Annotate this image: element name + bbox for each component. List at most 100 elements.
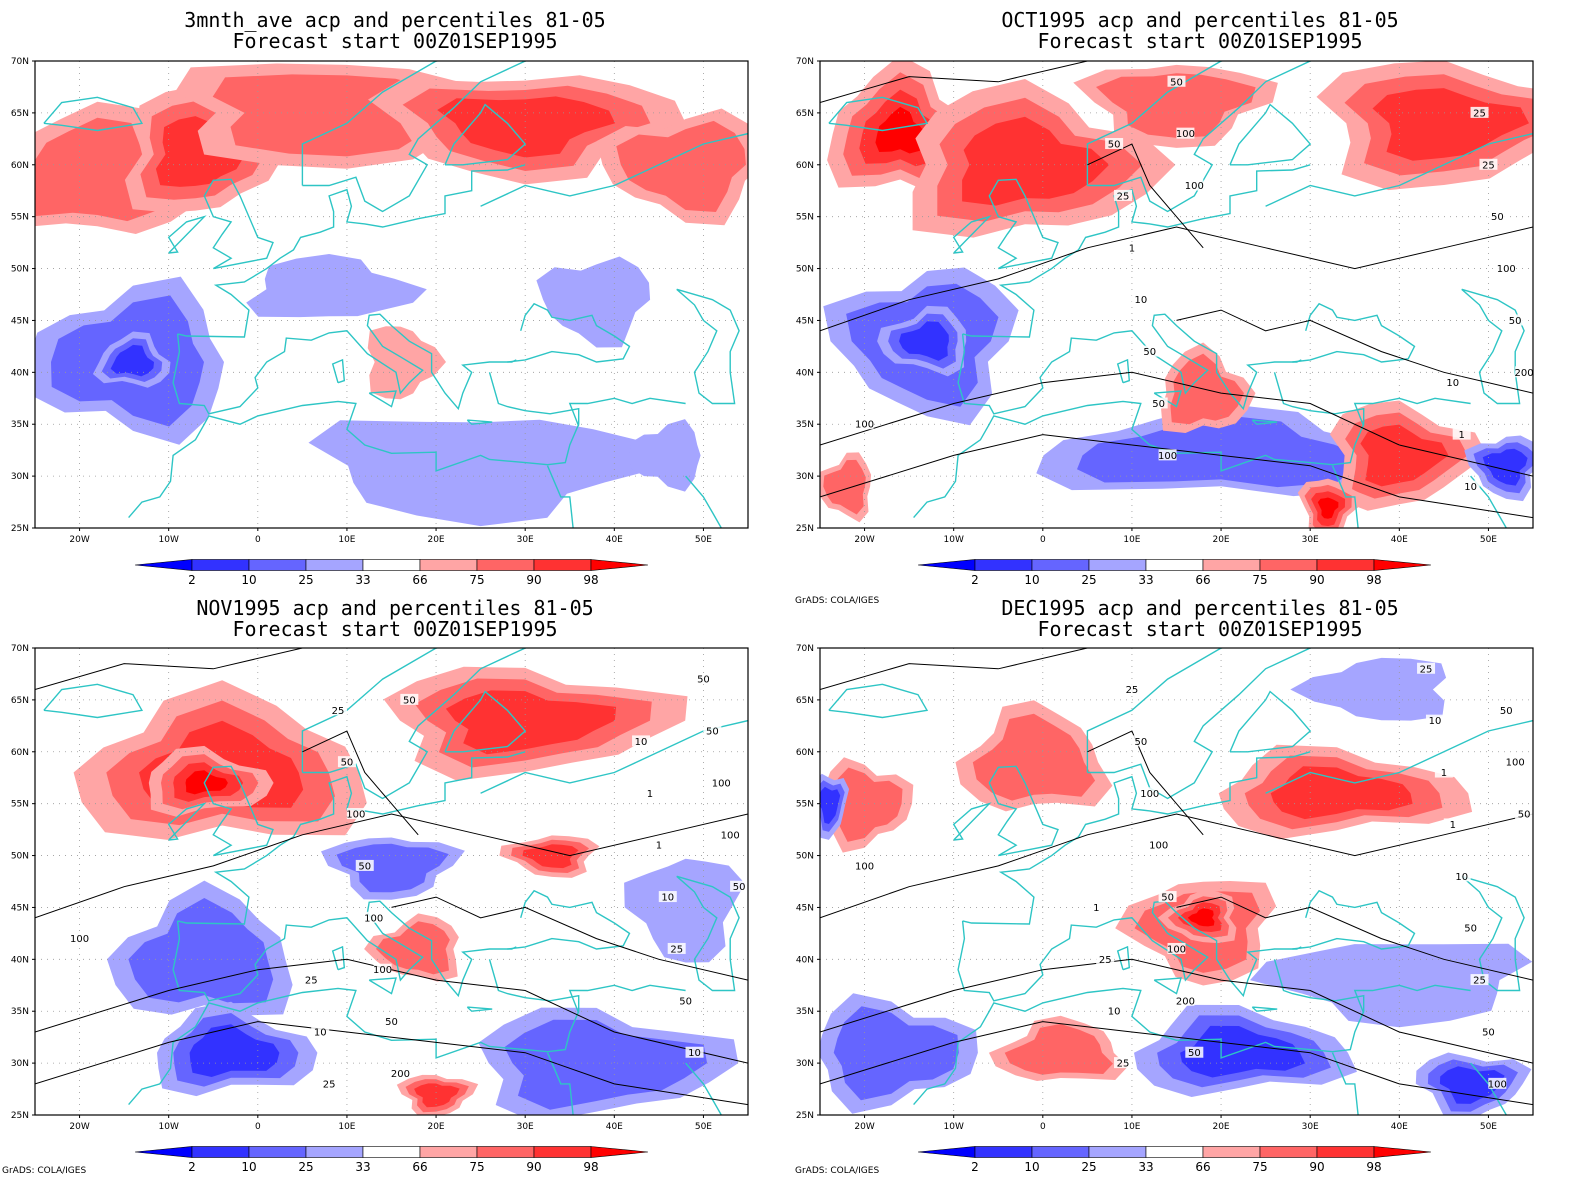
map-frame	[819, 647, 1534, 1116]
lat-tick-label: 65N	[11, 109, 29, 119]
lat-tick-label: 25N	[11, 524, 29, 534]
contour-label-bg	[1149, 839, 1168, 851]
anomaly-shade	[962, 116, 1110, 206]
lon-tick-label: 10E	[1123, 1122, 1140, 1132]
anomaly-shade	[616, 120, 746, 212]
contour-label: 50	[1108, 140, 1121, 151]
grads-credit: GrADS: COLA/IGES	[795, 1166, 880, 1176]
lat-tick-label: 55N	[11, 800, 29, 810]
lon-tick-label: 40E	[606, 535, 623, 545]
coastline	[1461, 288, 1525, 405]
contour-label: 25	[1420, 664, 1433, 675]
coastline	[177, 164, 526, 338]
contour-label: 50	[403, 695, 416, 706]
contour-label: 1	[1093, 903, 1099, 914]
contour-label-bg	[1131, 293, 1150, 305]
contour-label-bg	[1461, 922, 1480, 934]
colorbar-arrow-high	[590, 1146, 649, 1158]
lon-tick-label: 20E	[1212, 535, 1229, 545]
coastline	[568, 397, 686, 427]
coastline	[1116, 358, 1131, 384]
contour-line	[820, 226, 1533, 332]
contour-label-bg	[1488, 1077, 1507, 1089]
lon-tick-label: 50E	[1480, 1122, 1497, 1132]
contour-line	[302, 730, 419, 836]
contour-label-bg	[373, 963, 392, 975]
coastline	[952, 802, 992, 841]
contour-label-bg	[1131, 735, 1150, 747]
colorbar-arrow-high	[1373, 559, 1432, 571]
anomaly-shade	[875, 106, 926, 154]
contour-label: 1	[1450, 820, 1456, 831]
coastline	[962, 751, 1311, 925]
contour-label-bg	[1096, 953, 1115, 965]
contour-label-bg	[1122, 683, 1141, 695]
contour-label: 100	[1176, 129, 1195, 140]
colorbar-label: 66	[412, 573, 427, 587]
contour-label: 10	[1134, 295, 1147, 306]
lon-tick-label: 20W	[854, 1122, 874, 1132]
lon-tick-label: 20W	[69, 1122, 89, 1132]
colorbar-segment	[1202, 1146, 1261, 1158]
anomaly-shade	[376, 921, 450, 975]
colorbar-segment	[476, 559, 535, 571]
contour-label-bg	[1417, 662, 1436, 674]
colorbar-segment	[533, 1146, 592, 1158]
contour-label-bg	[391, 1067, 410, 1079]
coastline	[1461, 875, 1525, 992]
colorbar-label: 25	[298, 573, 313, 587]
anomaly-shade	[367, 326, 446, 400]
anomaly-shade	[1360, 424, 1449, 487]
colorbar-label: 10	[1024, 573, 1039, 587]
lat-tick-label: 40N	[11, 368, 29, 378]
coastline	[128, 959, 580, 1106]
coastline	[1292, 889, 1416, 950]
contour-label: 100	[1140, 789, 1159, 800]
contour-label-bg	[1158, 449, 1177, 461]
anomaly-shade	[522, 844, 579, 869]
contour-label: 10	[1455, 872, 1468, 883]
lon-tick-label: 10E	[1123, 535, 1140, 545]
contour-line	[35, 813, 748, 919]
lat-tick-label: 65N	[11, 696, 29, 706]
panel-title-line1: OCT1995 acp and percentiles 81-05	[1001, 8, 1399, 32]
colorbar-label: 66	[1195, 1160, 1210, 1174]
contour-label: 25	[323, 1079, 336, 1090]
colorbar-label: 90	[526, 573, 541, 587]
contour-line	[820, 813, 1533, 919]
contour-label: 50	[1518, 810, 1531, 821]
lon-tick-label: 50E	[695, 535, 712, 545]
lat-tick-label: 25N	[796, 524, 814, 534]
contour-label-bg	[1479, 1025, 1498, 1037]
contour-label-bg	[676, 994, 695, 1006]
lat-tick-label: 25N	[11, 1111, 29, 1121]
lon-tick-label: 20E	[427, 1122, 444, 1132]
lat-tick-label: 40N	[796, 368, 814, 378]
contour-label: 100	[1149, 841, 1168, 852]
contour-label: 50	[1134, 737, 1147, 748]
contour-label: 50	[1170, 77, 1183, 88]
panel-3mnth-ave: 3mnth_ave acp and percentiles 81-05 Fore…	[0, 0, 790, 590]
coastline	[988, 765, 1059, 857]
lon-tick-label: 10W	[944, 1122, 964, 1132]
contour-label-bg	[382, 1015, 401, 1027]
anomaly-shade	[110, 344, 154, 377]
contour-label-bg	[1488, 210, 1507, 222]
colorbar-segment	[1145, 559, 1204, 571]
coastline	[444, 690, 527, 753]
contour-label: 10	[1108, 1007, 1121, 1018]
contour-label-bg	[329, 704, 348, 716]
colorbar-label: 75	[469, 573, 484, 587]
map-field: 100 50 50 200 100 100 50 50 100 100 50 100 25 50 50 25 1…	[820, 648, 1533, 1115]
colorbar-segment	[362, 559, 421, 571]
contour-line	[820, 371, 1533, 477]
coastline	[685, 475, 722, 528]
colorbar-arrow-low	[134, 1146, 193, 1158]
contour-label: 100	[855, 861, 874, 872]
contour-label: 200	[1176, 996, 1195, 1007]
coastline	[466, 1006, 493, 1012]
contour-label-bg	[1470, 974, 1489, 986]
contour-label: 25	[1473, 108, 1486, 119]
colorbar-label: 10	[241, 573, 256, 587]
lon-tick-label: 40E	[606, 1122, 623, 1132]
